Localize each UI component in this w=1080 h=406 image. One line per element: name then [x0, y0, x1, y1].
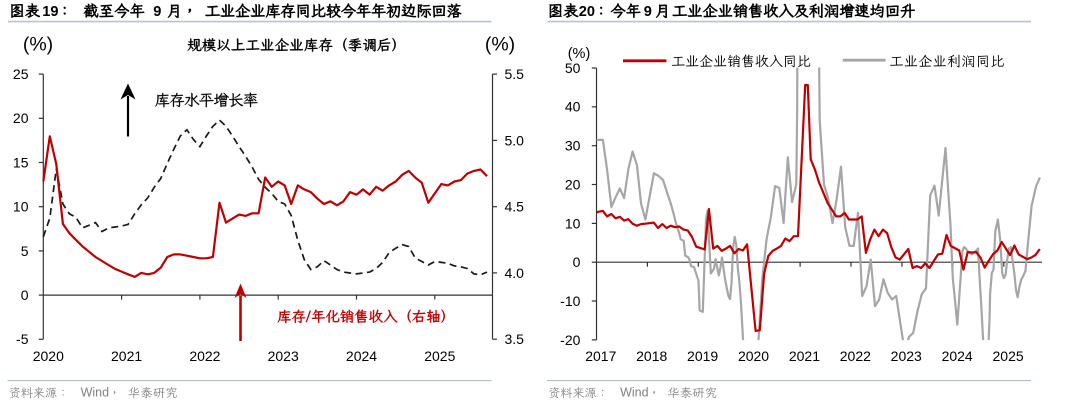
svg-text:2023: 2023 — [268, 348, 299, 364]
svg-text:10: 10 — [13, 199, 29, 215]
svg-text:2025: 2025 — [993, 348, 1024, 364]
svg-text:2022: 2022 — [840, 348, 871, 364]
svg-text:5.5: 5.5 — [505, 66, 525, 82]
svg-text:2017: 2017 — [585, 348, 616, 364]
svg-text:9: 9 — [153, 4, 161, 20]
svg-text:2021: 2021 — [789, 348, 820, 364]
svg-text:20: 20 — [579, 4, 595, 20]
svg-text:40: 40 — [565, 99, 581, 115]
svg-text:2018: 2018 — [636, 348, 667, 364]
svg-text:0: 0 — [21, 287, 29, 303]
svg-text:(%): (%) — [568, 46, 591, 62]
svg-text:20: 20 — [13, 110, 29, 126]
svg-text:2024: 2024 — [346, 348, 377, 364]
svg-text:2023: 2023 — [891, 348, 922, 364]
svg-text:30: 30 — [565, 138, 581, 154]
svg-text:19: 19 — [42, 4, 58, 20]
svg-text:-10: -10 — [560, 293, 580, 309]
svg-text:-5: -5 — [16, 331, 29, 347]
svg-text:Wind: Wind — [81, 386, 110, 400]
svg-text:2019: 2019 — [687, 348, 718, 364]
svg-text:2020: 2020 — [33, 348, 64, 364]
svg-text:(%): (%) — [485, 34, 515, 56]
svg-text:5.0: 5.0 — [505, 132, 525, 148]
svg-text:-20: -20 — [560, 332, 580, 348]
svg-text:Wind: Wind — [620, 386, 649, 400]
svg-text:15: 15 — [13, 154, 29, 170]
svg-text:2021: 2021 — [111, 348, 142, 364]
svg-text:3.5: 3.5 — [505, 331, 525, 347]
svg-text:2022: 2022 — [189, 348, 220, 364]
svg-text:2024: 2024 — [942, 348, 973, 364]
svg-text:9: 9 — [644, 4, 652, 20]
svg-text:20: 20 — [565, 176, 581, 192]
svg-text:4.0: 4.0 — [505, 265, 525, 281]
svg-text:0: 0 — [573, 254, 581, 270]
svg-text:5: 5 — [21, 243, 29, 259]
svg-text:4.5: 4.5 — [505, 199, 525, 215]
svg-text:(%): (%) — [23, 34, 53, 56]
svg-text:2025: 2025 — [424, 348, 455, 364]
svg-text:25: 25 — [13, 66, 29, 82]
svg-text:50: 50 — [565, 60, 581, 76]
svg-text:2020: 2020 — [738, 348, 769, 364]
svg-text:10: 10 — [565, 215, 581, 231]
